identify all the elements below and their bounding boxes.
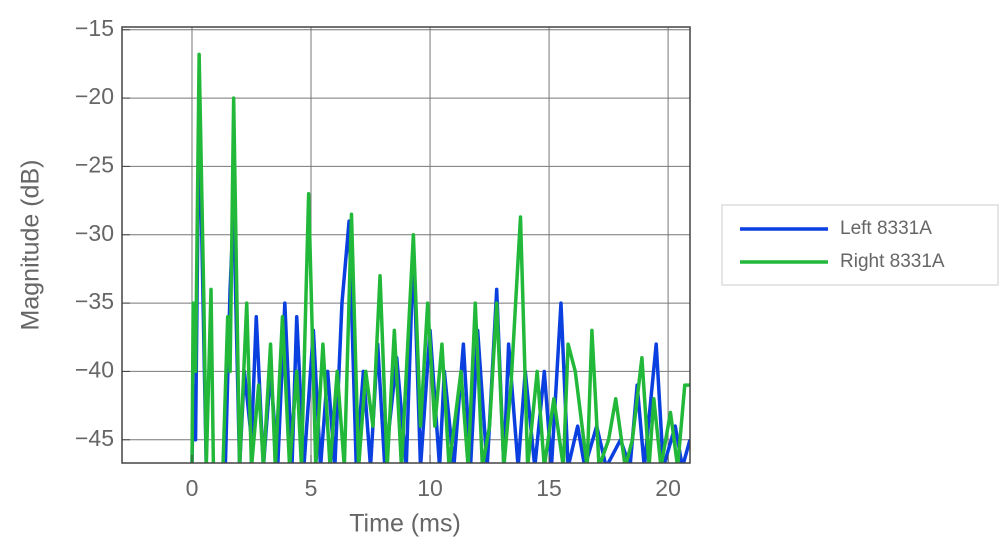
x-axis-label: Time (ms) — [349, 510, 461, 538]
x-tick-label: 5 — [305, 475, 318, 501]
lines — [190, 52, 690, 463]
series-line — [190, 52, 690, 463]
legend-box — [721, 204, 999, 286]
y-tick-label: −30 — [75, 220, 114, 246]
x-tick-label: 20 — [655, 475, 681, 501]
legend-label: Right 8331A — [840, 251, 945, 272]
y-tick-label: −25 — [75, 151, 114, 177]
legend: Left 8331A Right 8331A — [740, 218, 945, 272]
x-tick-label: 0 — [186, 475, 199, 501]
x-tick-label: 15 — [536, 475, 562, 501]
y-tick-label: −40 — [75, 357, 114, 383]
y-tick-label: −35 — [75, 288, 114, 314]
legend-label: Left 8331A — [840, 218, 932, 239]
y-tick-label: −45 — [75, 425, 114, 451]
ticks: 0 5 10 15 20 −45 −40 −35 −30 −25 −20 −15 — [75, 15, 681, 501]
plot-frame — [121, 26, 691, 464]
y-tick-label: −15 — [75, 15, 114, 41]
y-tick-label: −20 — [75, 83, 114, 109]
x-tick-label: 10 — [417, 475, 443, 501]
y-axis-label: Magnitude (dB) — [17, 160, 45, 331]
